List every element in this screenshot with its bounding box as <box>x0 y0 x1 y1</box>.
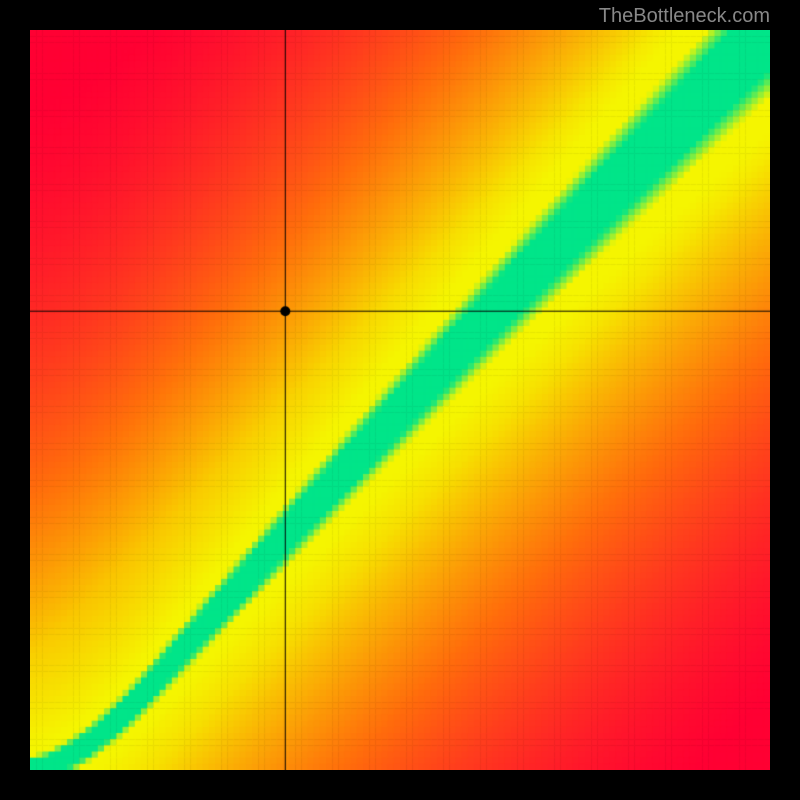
heatmap-chart <box>30 30 770 770</box>
watermark-text: TheBottleneck.com <box>599 5 770 28</box>
heatmap-canvas <box>30 30 770 770</box>
chart-container: TheBottleneck.com <box>0 0 800 800</box>
